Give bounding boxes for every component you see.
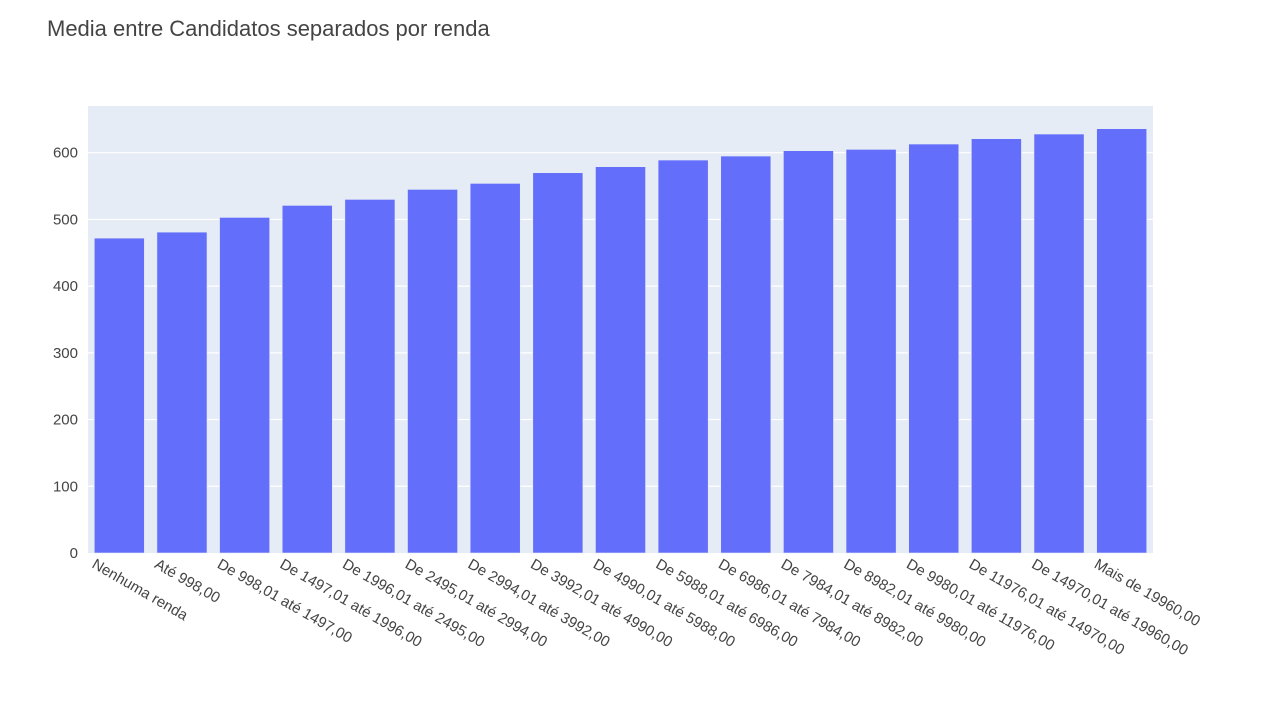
bar[interactable]	[532, 172, 584, 554]
y-tick-label: 100	[53, 478, 78, 495]
bar[interactable]	[407, 189, 458, 554]
bar[interactable]	[720, 155, 772, 554]
y-tick-label: 500	[53, 211, 78, 228]
bar[interactable]	[657, 159, 709, 554]
y-axis: 0 100 200 300 400 500 600	[53, 145, 78, 562]
y-tick-label: 400	[53, 278, 78, 295]
bar[interactable]	[908, 143, 960, 554]
bar[interactable]	[344, 199, 396, 554]
y-tick-label: 200	[53, 412, 78, 429]
bar[interactable]	[469, 183, 521, 554]
bar[interactable]	[156, 231, 208, 554]
bars	[93, 128, 1148, 554]
bar[interactable]	[1096, 128, 1148, 554]
bar[interactable]	[783, 150, 834, 554]
y-tick-label: 0	[70, 545, 78, 562]
bar[interactable]	[219, 217, 270, 554]
bar[interactable]	[595, 166, 646, 554]
chart-title: Media entre Candidatos separados por ren…	[47, 16, 490, 41]
bar[interactable]	[845, 149, 897, 554]
bar[interactable]	[93, 237, 145, 554]
bar[interactable]	[1033, 133, 1085, 554]
bar[interactable]	[971, 138, 1022, 554]
y-tick-label: 300	[53, 345, 78, 362]
y-tick-label: 600	[53, 145, 78, 162]
bar[interactable]	[281, 205, 333, 554]
